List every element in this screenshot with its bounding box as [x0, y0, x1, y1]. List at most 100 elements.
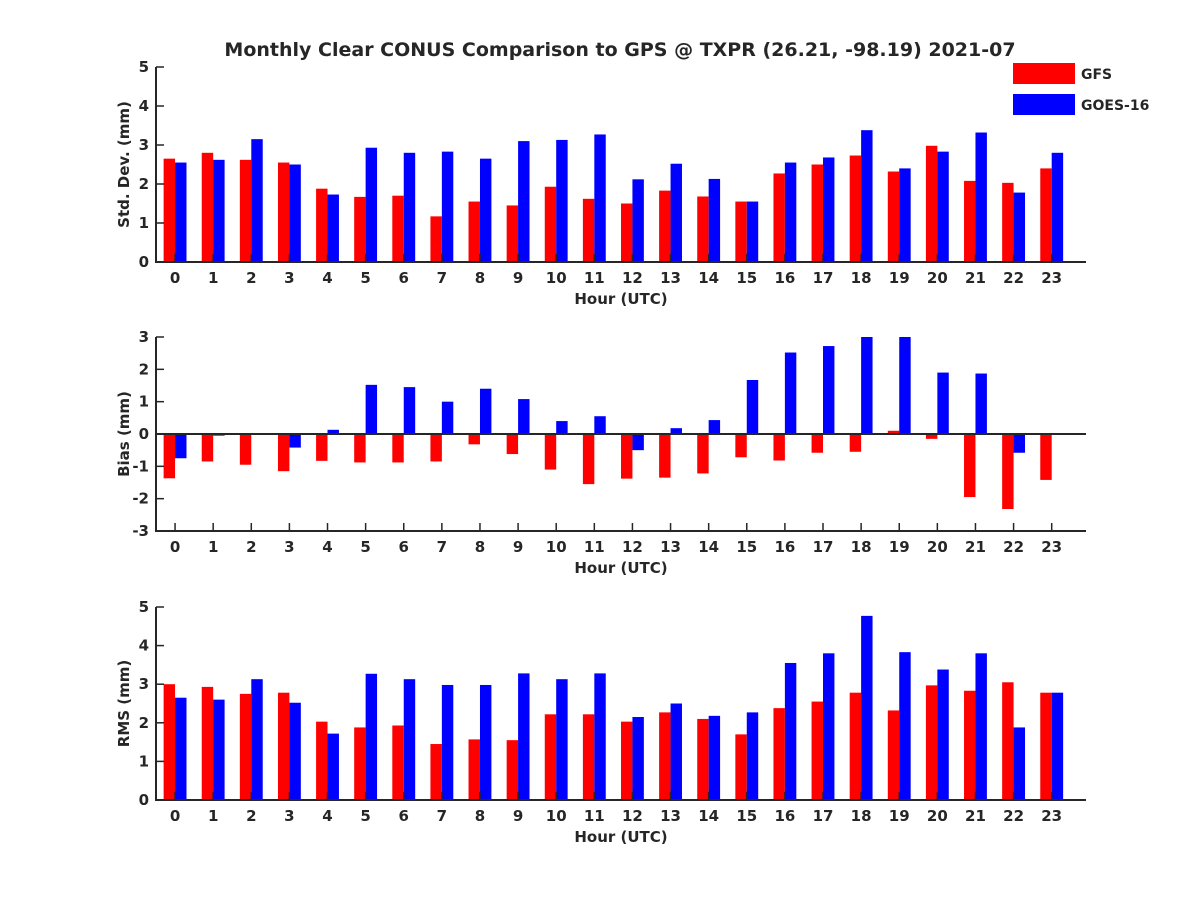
x-tick-label: 8	[475, 269, 485, 287]
bar-gfs-8	[468, 739, 480, 800]
bar-goes-16-9	[518, 399, 530, 434]
x-tick-label: 17	[813, 538, 834, 556]
bar-goes-16-14	[708, 420, 721, 434]
bar-gfs-3	[277, 162, 290, 262]
x-tick-label: 22	[1003, 269, 1024, 287]
bar-goes-16-21	[975, 653, 987, 800]
bar-goes-16-18	[861, 337, 873, 434]
bar-goes-16-6	[403, 152, 416, 262]
x-tick-label: 11	[584, 269, 605, 287]
bar-gfs-13	[659, 434, 671, 478]
bar-goes-16-13	[670, 703, 682, 800]
bar-gfs-3	[277, 692, 290, 800]
x-tick-label: 21	[965, 538, 986, 556]
x-tick-label: 20	[927, 807, 948, 825]
bar-gfs-18	[849, 155, 862, 262]
bar-goes-16-10	[556, 139, 568, 262]
x-tick-label: 12	[622, 269, 643, 287]
bar-gfs-13	[659, 190, 671, 262]
x-tick-label: 20	[927, 538, 948, 556]
x-tick-label: 4	[322, 269, 332, 287]
x-tick-label: 16	[774, 269, 795, 287]
x-tick-label: 10	[546, 269, 567, 287]
x-tick-label: 22	[1003, 807, 1024, 825]
bar-gfs-21	[964, 180, 976, 262]
bar-goes-16-22	[1013, 192, 1026, 262]
x-tick-label: 16	[774, 807, 795, 825]
bar-gfs-3	[277, 434, 290, 472]
x-tick-label: 13	[660, 269, 681, 287]
x-tick-label: 18	[851, 538, 872, 556]
bar-goes-16-3	[289, 702, 301, 800]
bar-gfs-6	[392, 725, 404, 800]
bar-goes-16-8	[479, 388, 492, 434]
y-tick-label: 0	[139, 791, 149, 809]
bar-goes-16-21	[975, 132, 987, 262]
bar-goes-16-5	[365, 673, 378, 800]
bar-gfs-21	[964, 690, 976, 800]
y-tick-label: -1	[132, 457, 149, 475]
x-tick-label: 19	[889, 269, 910, 287]
bar-gfs-23	[1040, 692, 1052, 800]
bar-goes-16-1	[213, 159, 225, 262]
bar-gfs-2	[239, 693, 252, 800]
x-tick-label: 4	[322, 538, 332, 556]
bar-gfs-19	[887, 710, 900, 800]
y-axis-label: RMS (mm)	[115, 660, 133, 747]
bar-goes-16-7	[441, 151, 454, 262]
bar-gfs-1	[201, 686, 214, 800]
x-tick-label: 0	[170, 269, 180, 287]
x-tick-label: 0	[170, 538, 180, 556]
x-tick-label: 9	[513, 538, 523, 556]
bar-gfs-20	[925, 145, 938, 262]
bar-goes-16-7	[441, 401, 454, 434]
bar-gfs-17	[811, 164, 823, 262]
y-tick-label: 0	[139, 253, 149, 271]
chart-title: Monthly Clear CONUS Comparison to GPS @ …	[224, 39, 1015, 61]
bar-goes-16-12	[632, 717, 644, 800]
bar-goes-16-20	[937, 669, 949, 800]
bar-gfs-12	[621, 434, 633, 479]
bar-goes-16-15	[746, 380, 759, 434]
x-tick-label: 1	[208, 269, 218, 287]
x-tick-label: 6	[399, 807, 409, 825]
x-tick-label: 9	[513, 807, 523, 825]
bar-goes-16-4	[327, 733, 339, 800]
x-tick-label: 11	[584, 538, 605, 556]
bar-goes-16-11	[594, 673, 606, 800]
bar-gfs-21	[964, 434, 976, 498]
bar-gfs-18	[849, 692, 862, 800]
x-tick-label: 3	[284, 269, 294, 287]
y-tick-label: 3	[139, 675, 149, 693]
x-tick-label: 2	[246, 538, 256, 556]
x-tick-label: 11	[584, 807, 605, 825]
x-tick-label: 22	[1003, 538, 1024, 556]
bar-goes-16-13	[670, 163, 682, 262]
bar-gfs-7	[430, 744, 442, 800]
bar-goes-16-14	[708, 178, 721, 262]
bar-gfs-18	[849, 434, 862, 452]
x-tick-label: 18	[851, 807, 872, 825]
bar-goes-16-22	[1013, 727, 1026, 800]
x-tick-label: 10	[546, 538, 567, 556]
legend-swatch-goes-16	[1013, 94, 1075, 115]
bar-gfs-0	[163, 158, 176, 262]
bar-goes-16-21	[975, 373, 987, 434]
x-tick-label: 12	[622, 538, 643, 556]
bar-gfs-5	[354, 196, 366, 262]
bar-gfs-13	[659, 712, 671, 800]
bar-gfs-8	[468, 434, 480, 445]
bar-goes-16-3	[289, 164, 301, 262]
y-tick-label: -3	[132, 522, 149, 540]
bar-goes-16-19	[899, 168, 911, 262]
y-tick-label: 3	[139, 136, 149, 154]
x-tick-label: 23	[1041, 538, 1062, 556]
y-tick-label: 4	[139, 637, 149, 655]
y-tick-label: 1	[139, 214, 149, 232]
x-tick-label: 19	[889, 538, 910, 556]
x-tick-label: 7	[437, 807, 447, 825]
